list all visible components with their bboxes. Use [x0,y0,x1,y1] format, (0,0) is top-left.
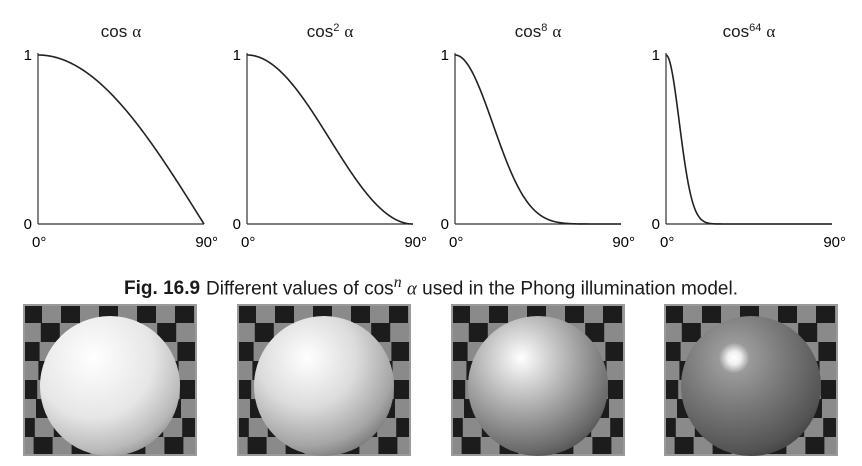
y-tick-label-top: 1 [233,47,241,64]
x-tick-label-right: 90° [195,234,218,251]
cos-power-curve [665,54,832,225]
x-tick-label-right: 90° [823,234,846,251]
y-tick-label-bottom: 0 [24,216,32,233]
x-tick-label-right: 90° [404,234,427,251]
y-tick-label-top: 1 [652,47,660,64]
plot-title-alpha: α [766,22,775,41]
sphere-panel-3 [451,304,625,456]
plot-title: cos8 α [515,22,562,41]
shaded-sphere [254,316,394,456]
cos-power-curve [454,54,621,225]
shaded-sphere [40,316,180,456]
plot-title-alpha: α [344,22,353,41]
sphere-renderings [0,304,862,466]
plot-title-base: cos [515,22,541,41]
cos-power-curve [37,54,205,225]
y-tick-label-bottom: 0 [441,216,449,233]
caption-exponent: n [393,274,402,291]
sphere-image [664,304,838,456]
cos-power-curve [246,54,414,225]
caption-text-after: used in the Phong illumination model. [422,278,738,300]
plot-title: cos α [101,22,141,41]
plot-title: cos64 α [723,22,776,41]
caption-text-before: Different values of cos [206,278,394,300]
shaded-sphere [681,316,821,456]
plot-title-base: cos [723,22,749,41]
plot-title: cos2 α [307,22,354,41]
plot-title-base: cos [307,22,333,41]
x-tick-label-left: 0° [32,234,46,251]
x-tick-label-left: 0° [241,234,255,251]
y-tick-label-bottom: 0 [652,216,660,233]
plot-title-exponent: 2 [333,22,339,34]
plot-title-alpha: α [132,22,141,41]
figure-caption: Fig. 16.9 Different values of cosn α used… [0,274,862,300]
plot-title-base: cos [101,22,127,41]
plot-2: cos2 α 1 00° 90° [233,22,427,251]
plot-1: cos α 1 00° 90° [24,22,218,251]
plot-title-alpha: α [552,22,561,41]
x-tick-label-left: 0° [660,234,674,251]
phong-cosine-plots: cos α 1 0 0° 90° cos2 α 1 0 0° 90° cos8 α 1 0 0° 90° cos64… [24,22,846,251]
y-tick-label-bottom: 0 [233,216,241,233]
figure-label: Fig. 16.9 [124,278,201,300]
x-tick-label-left: 0° [449,234,463,251]
sphere-image [451,304,625,456]
plot-title-exponent: 64 [749,22,761,34]
sphere-image [237,304,411,456]
sphere-panel-2 [237,304,411,456]
y-tick-label-top: 1 [24,47,32,64]
x-tick-label-right: 90° [612,234,635,251]
caption-alpha: α [406,278,417,300]
plot-4: cos64 α 1 00° 90° [652,22,846,251]
sphere-image [23,304,197,456]
shaded-sphere [468,316,608,456]
sphere-panel-1 [23,304,197,456]
plot-3: cos8 α 1 00° 90° [441,22,635,251]
sphere-panel-4 [664,304,838,456]
y-tick-label-top: 1 [441,47,449,64]
plot-title-exponent: 8 [541,22,547,34]
